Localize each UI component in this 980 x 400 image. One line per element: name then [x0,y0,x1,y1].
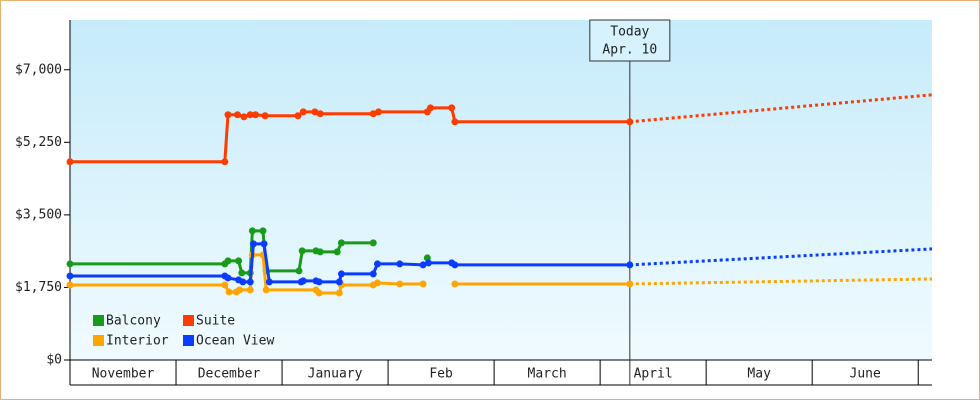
point [246,278,254,286]
x-tick-label: December [198,367,261,382]
point [239,278,247,286]
point [246,111,254,119]
point [224,111,232,119]
legend-swatch [183,335,194,346]
point [626,118,634,126]
x-tick-label: Feb [429,367,453,382]
point [234,111,242,119]
x-tick-label: April [634,367,673,382]
plot-area [70,20,932,360]
point [424,259,432,267]
point [451,261,459,269]
legend-label: Balcony [106,314,161,329]
point [316,110,324,118]
point [419,280,427,288]
point [626,280,634,288]
legend-swatch [93,335,104,346]
legend-label: Ocean View [196,334,274,349]
point [419,261,427,269]
point [373,279,381,287]
point [333,248,341,256]
legend-label: Suite [196,314,235,329]
point [626,261,634,269]
y-tick-label: $1,750 [15,280,62,295]
y-tick-label: $0 [46,353,62,368]
y-tick-label: $5,250 [15,135,62,150]
legend-swatch [93,315,104,326]
point [335,289,343,297]
point [426,104,434,112]
x-tick-label: May [747,367,771,382]
point [451,280,459,288]
point [261,112,269,120]
point [249,240,257,248]
point [246,286,254,294]
point [295,267,303,275]
point [248,227,256,235]
forecast-line [629,277,933,286]
point [238,269,246,277]
today-label: Today [610,25,649,40]
point [448,104,456,112]
point [373,260,381,268]
legend-swatch [183,315,194,326]
y-tick-label: $3,500 [15,207,62,222]
point [375,108,383,116]
point [369,239,377,247]
point [299,108,307,116]
point [221,281,229,289]
legend-label: Interior [106,334,169,349]
point [369,270,377,278]
point [299,277,307,285]
forecast-line [629,93,933,124]
point [224,274,232,282]
point [260,240,268,248]
point [262,286,270,294]
point [294,112,302,120]
point [396,280,404,288]
point [337,239,345,247]
point [298,247,306,255]
x-tick-label: March [528,367,567,382]
x-tick-label: January [308,367,363,382]
point [316,248,324,256]
point [221,158,229,166]
forecast-line [629,247,933,267]
point [235,257,243,265]
today-label: Apr. 10 [602,43,657,58]
point [66,281,74,289]
point [236,286,244,294]
point [315,278,323,286]
point [224,257,232,265]
point [66,272,74,280]
point [451,118,459,126]
point [369,110,377,118]
point [337,270,345,278]
point [259,227,267,235]
point [265,278,273,286]
point [335,278,343,286]
point [66,158,74,166]
today-box [589,19,671,62]
x-tick-label: November [92,367,155,382]
point [315,289,323,297]
point [66,260,74,268]
point [311,108,319,116]
y-tick-label: $7,000 [15,62,62,77]
point [240,113,248,121]
point [252,111,260,119]
point [396,260,404,268]
x-tick-label: June [850,367,881,382]
point [225,288,233,296]
